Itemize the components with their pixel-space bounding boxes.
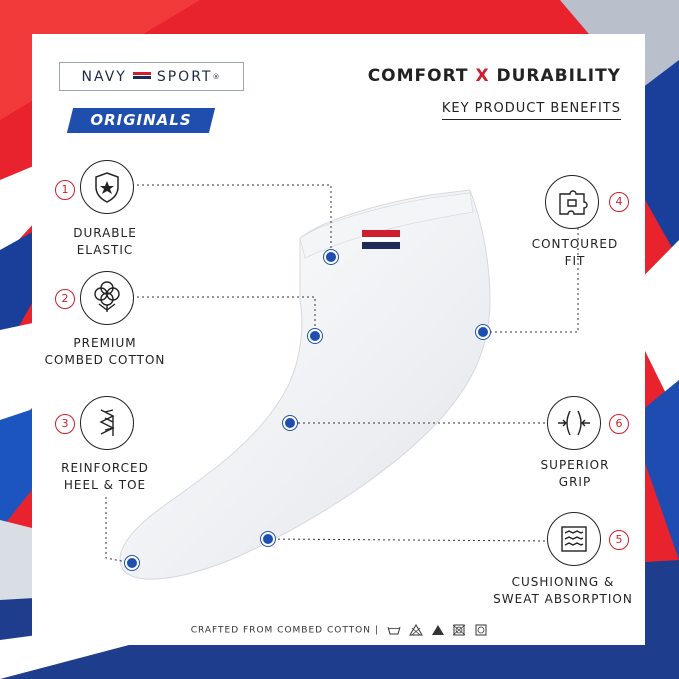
pointer-dot-5 <box>261 532 275 546</box>
benefit-number-3: 3 <box>55 414 75 434</box>
pointer-dot-4 <box>476 325 490 339</box>
iron-icon <box>431 625 444 635</box>
no-tumble-dry-icon <box>453 624 466 636</box>
grip-arrows-icon <box>547 396 601 450</box>
brand-name-right: SPORT <box>156 68 213 85</box>
brand-logo: NAVY SPORT ® <box>59 62 244 91</box>
originals-label: ORIGINALS <box>90 111 192 129</box>
brand-name-left: NAVY <box>81 68 127 85</box>
benefit-label-2: PREMIUM COMBED COTTON <box>44 336 166 367</box>
benefit-number-4: 4 <box>609 192 629 212</box>
pointer-dot-1 <box>324 250 338 264</box>
pointer-dot-3 <box>125 556 139 570</box>
no-bleach-icon <box>408 624 423 636</box>
benefit-label-1: DURABLE ELASTIC <box>73 226 137 257</box>
wash-icon <box>387 626 401 635</box>
cotton-flower-icon <box>80 271 134 325</box>
pointer-dot-2 <box>308 329 322 343</box>
benefit-number-6: 6 <box>609 414 629 434</box>
brand-flag-icon <box>132 71 151 82</box>
puzzle-fit-icon <box>545 175 599 229</box>
footer-separator: | <box>374 625 379 636</box>
stitch-chain-icon <box>80 396 134 450</box>
pointer-dot-6 <box>283 416 297 430</box>
registered-mark: ® <box>212 72 222 81</box>
cushion-waves-icon <box>547 512 601 566</box>
footer-text: CRAFTED FROM COMBED COTTON <box>190 625 371 636</box>
benefit-label-5: CUSHIONING & SWEAT ABSORPTION <box>493 575 633 606</box>
benefit-number-1: 1 <box>55 180 75 200</box>
no-dry-clean-icon <box>475 624 487 636</box>
benefit-label-3: REINFORCED HEEL & TOE <box>61 461 149 492</box>
page-subtitle: KEY PRODUCT BENEFITS <box>441 101 621 120</box>
benefit-label-6: SUPERIOR GRIP <box>540 458 610 489</box>
footer: CRAFTED FROM COMBED COTTON | <box>0 624 679 636</box>
benefit-number-2: 2 <box>55 289 75 309</box>
shield-star-icon <box>80 160 134 214</box>
benefit-label-4: CONTOURED FIT <box>531 237 619 268</box>
page-title: COMFORT X DURABILITY <box>367 66 621 86</box>
benefit-number-5: 5 <box>609 530 629 550</box>
